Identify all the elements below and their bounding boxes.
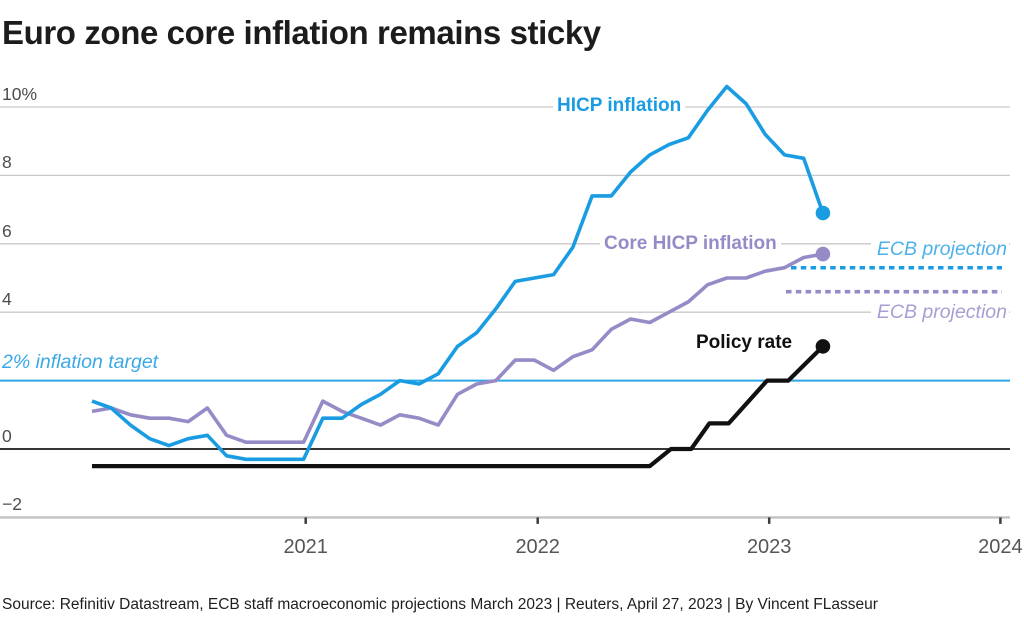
ecb-projection-label-core: ECB projection [871, 301, 1009, 323]
y-axis-label: 8 [2, 152, 12, 173]
policy-end-dot [815, 339, 831, 354]
core-hicp-inflation-line [91, 252, 824, 445]
y-axis-label: −2 [2, 494, 22, 515]
core-end-dot [815, 246, 831, 262]
series-label-policy-rate: Policy rate [696, 332, 793, 353]
ecb-projection-label-hicp: ECB projection [871, 238, 1009, 260]
y-axis-label: 10% [2, 84, 38, 104]
inflation-target-label: 2% inflation target [2, 351, 159, 373]
source-attribution: Source: Refinitiv Datastream, ECB staff … [2, 596, 878, 613]
y-axis-label: 4 [2, 289, 12, 310]
y-axis-label: 0 [2, 426, 12, 446]
x-axis-label: 2022 [515, 536, 560, 558]
policy-rate-line [92, 344, 825, 469]
hicp-end-dot [815, 205, 831, 221]
series-label-core-hicp-inflation: Core HICP inflation [600, 233, 781, 254]
hicp-inflation-line [91, 84, 825, 462]
x-axis-label: 2023 [746, 536, 792, 558]
x-axis-label: 2021 [283, 536, 328, 558]
x-axis-label: 2024 [978, 536, 1023, 558]
page-title: Euro zone core inflation remains sticky [2, 14, 601, 51]
y-axis-label: 6 [2, 220, 12, 241]
series-label-hicp-inflation: HICP inflation [553, 95, 686, 116]
